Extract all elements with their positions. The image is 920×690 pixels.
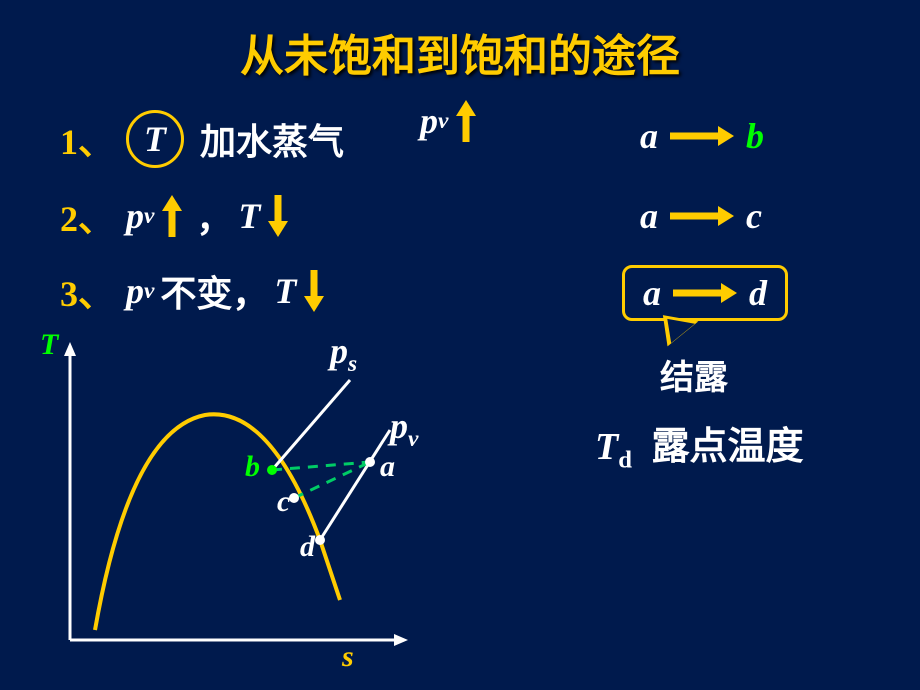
row1-pv-sub: v bbox=[438, 108, 448, 135]
map-ad-d: d bbox=[749, 272, 767, 314]
map-ac: a c bbox=[640, 195, 762, 237]
td-label: Td 露点温度 bbox=[595, 415, 803, 475]
map-ad-box: a d bbox=[622, 265, 788, 321]
axis-s: s bbox=[342, 640, 354, 674]
pt-d: d bbox=[300, 530, 315, 564]
arrow-right-icon bbox=[673, 284, 737, 302]
callout-icon bbox=[658, 315, 699, 351]
arrow-up-icon bbox=[162, 195, 182, 237]
row3-num: 3、 bbox=[60, 265, 114, 317]
row2-num: 2、 bbox=[60, 190, 114, 242]
row-2: 2、 pv ， T bbox=[60, 190, 296, 242]
row1-num: 1、 bbox=[60, 113, 114, 165]
td-sub: d bbox=[618, 447, 632, 474]
pv-sub: v bbox=[408, 426, 418, 452]
td-T: T bbox=[595, 426, 618, 468]
row3-pv-p: p bbox=[126, 270, 144, 312]
pt-a: a bbox=[380, 450, 395, 484]
arrow-down-icon bbox=[304, 270, 324, 312]
arrow-up-icon bbox=[456, 100, 476, 142]
row1-T: T bbox=[144, 118, 166, 160]
map-ab-a: a bbox=[640, 115, 658, 157]
chart-svg bbox=[40, 340, 440, 670]
map-ab-b: b bbox=[746, 115, 764, 157]
pt-b: b bbox=[245, 450, 260, 484]
ps-label: ps bbox=[330, 330, 357, 378]
map-ac-c: c bbox=[746, 195, 762, 237]
map-ab: a b bbox=[640, 115, 764, 157]
arrow-down-icon bbox=[268, 195, 288, 237]
row3-T: T bbox=[274, 270, 296, 312]
row1-pv-p: p bbox=[420, 100, 438, 142]
row2-comma: ， bbox=[196, 190, 232, 242]
slide-title: 从未饱和到饱和的途径 bbox=[0, 20, 920, 84]
ps-sub: s bbox=[348, 351, 357, 377]
map-ad-a: a bbox=[643, 272, 661, 314]
row2-pv-p: p bbox=[126, 195, 144, 237]
row-3: 3、 pv 不变， T bbox=[60, 265, 332, 317]
row2-T: T bbox=[238, 195, 260, 237]
row2-pv-sub: v bbox=[144, 203, 154, 230]
td-text: 露点温度 bbox=[651, 426, 803, 468]
map-ac-a: a bbox=[640, 195, 658, 237]
arrow-right-icon bbox=[670, 127, 734, 145]
jielu-label: 结露 bbox=[660, 350, 728, 399]
pv-p: p bbox=[390, 406, 408, 446]
T-circle: T bbox=[126, 110, 184, 168]
row-1: 1、 T 加水蒸气 bbox=[60, 110, 350, 168]
pv-label: pv bbox=[390, 405, 418, 453]
row3-text: 不变， bbox=[160, 265, 268, 317]
axis-T: T bbox=[40, 328, 58, 362]
row3-pv-sub: v bbox=[144, 278, 154, 305]
ps-p: p bbox=[330, 331, 348, 371]
row1-pv: pv bbox=[420, 100, 484, 142]
pt-c: c bbox=[277, 485, 290, 519]
ts-chart: T s ps pv a b c d bbox=[40, 340, 440, 670]
arrow-right-icon bbox=[670, 207, 734, 225]
row1-text: 加水蒸气 bbox=[200, 113, 344, 165]
